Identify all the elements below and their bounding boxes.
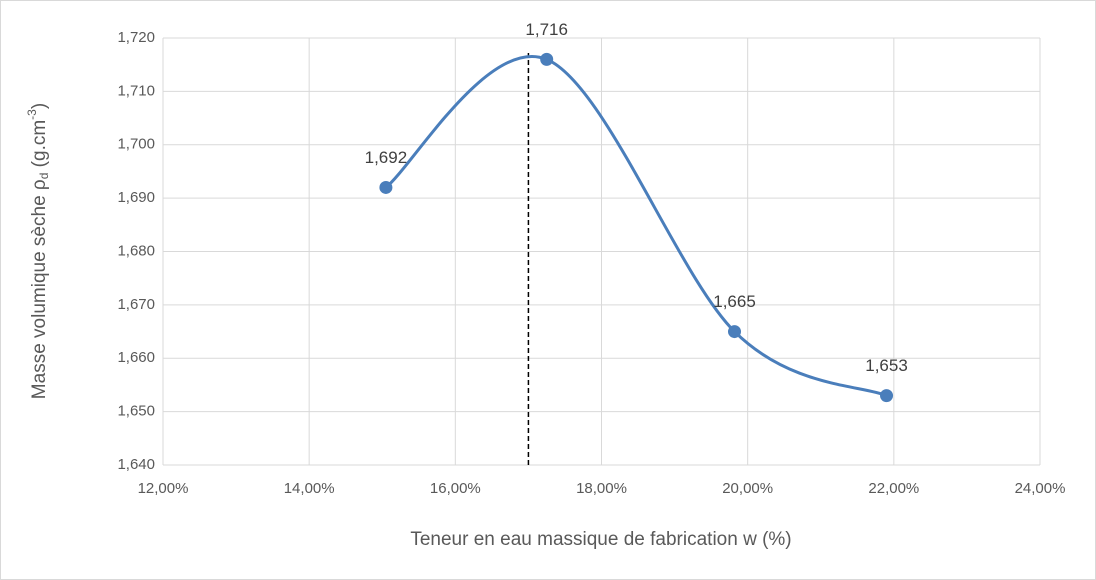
- marker: [728, 325, 742, 339]
- y-title-part: (g.cm: [29, 120, 50, 173]
- x-tick-label: 20,00%: [722, 480, 773, 497]
- x-tick-label: 22,00%: [868, 480, 919, 497]
- y-title-part: Masse volumique sèche ρ: [29, 179, 50, 399]
- data-label: 1,692: [365, 148, 408, 167]
- x-tick-label: 16,00%: [430, 480, 481, 497]
- y-title-sup: -3: [25, 109, 39, 120]
- series-line: [384, 55, 888, 397]
- y-tick-label: 1,660: [117, 349, 155, 366]
- x-tick-label: 12,00%: [138, 480, 189, 497]
- data-label: 1,716: [525, 20, 568, 39]
- marker: [379, 180, 393, 194]
- x-tick-label: 14,00%: [284, 480, 335, 497]
- y-tick-label: 1,720: [117, 29, 155, 46]
- data-label: 1,653: [865, 356, 908, 375]
- marker: [540, 52, 554, 66]
- y-tick-label: 1,650: [117, 403, 155, 420]
- y-tick-label: 1,690: [117, 189, 155, 206]
- y-axis-title: Masse volumique sèche ρd (g.cm-3): [25, 103, 51, 399]
- y-tick-label: 1,700: [117, 136, 155, 153]
- data-label: 1,665: [713, 292, 756, 311]
- x-tick-label: 24,00%: [1015, 480, 1066, 497]
- y-tick-label: 1,670: [117, 296, 155, 313]
- x-axis-title: Teneur en eau massique de fabrication w …: [410, 529, 791, 550]
- y-tick-label: 1,680: [117, 242, 155, 259]
- y-tick-label: 1,640: [117, 456, 155, 473]
- x-tick-label: 18,00%: [576, 480, 627, 497]
- y-title-part: ): [29, 103, 50, 109]
- marker: [880, 389, 894, 403]
- y-title-sub: d: [37, 173, 51, 180]
- y-tick-label: 1,710: [117, 82, 155, 99]
